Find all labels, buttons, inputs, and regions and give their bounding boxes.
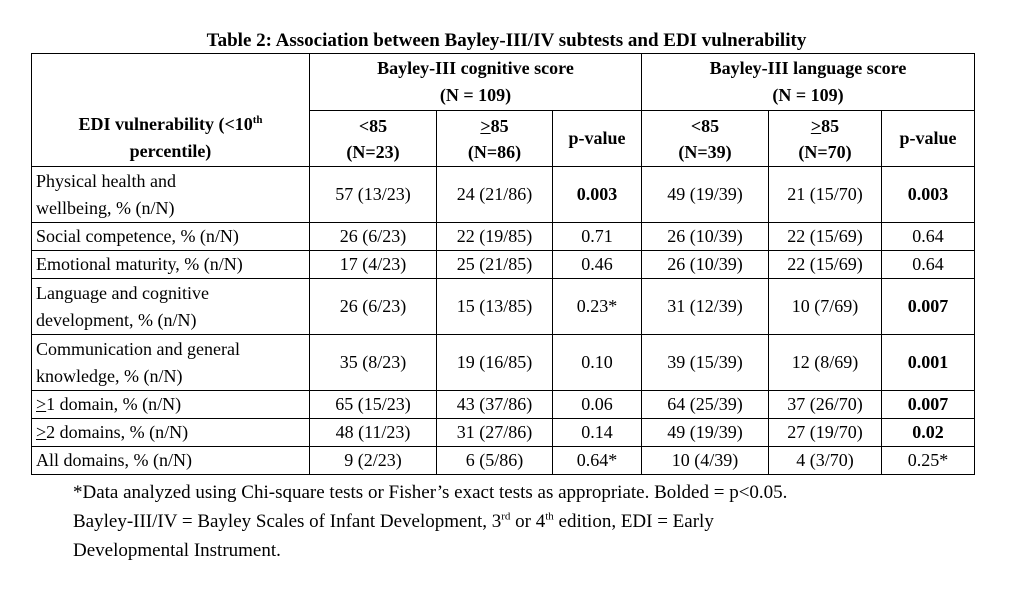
- row-label: >1 domain, % (n/N): [31, 390, 310, 419]
- cell-cog-pvalue: 0.64*: [552, 446, 642, 475]
- language-ge85-header: >85 (N=70): [768, 110, 882, 167]
- cell-lang-lt85: 26 (10/39): [641, 250, 769, 279]
- table-row: >2 domains, % (n/N) 48 (11/23) 31 (27/86…: [31, 418, 976, 447]
- cell-lang-lt85: 64 (25/39): [641, 390, 769, 419]
- association-table: EDI vulnerability (<10th percentile) Bay…: [31, 53, 976, 475]
- cell-lang-ge85: 12 (8/69): [768, 334, 882, 391]
- row-label: Physical health and wellbeing, % (n/N): [31, 166, 310, 223]
- cell-cog-ge85: 6 (5/86): [436, 446, 553, 475]
- cell-lang-lt85: 31 (12/39): [641, 278, 769, 335]
- cell-lang-pvalue: 0.007: [880, 390, 976, 419]
- cell-lang-lt85: 39 (15/39): [641, 334, 769, 391]
- edi-vulnerability-header: EDI vulnerability (<10th percentile): [31, 53, 310, 167]
- cell-cog-pvalue: 0.71: [552, 222, 642, 251]
- cell-cog-pvalue: 0.003: [552, 166, 642, 223]
- cell-cog-ge85: 25 (21/85): [436, 250, 553, 279]
- cell-lang-lt85: 49 (19/39): [641, 418, 769, 447]
- cell-lang-ge85: 27 (19/70): [768, 418, 882, 447]
- row-label: Communication and general knowledge, % (n…: [31, 334, 310, 391]
- cognitive-ge85-header: >85 (N=86): [436, 110, 553, 167]
- cell-cog-ge85: 15 (13/85): [436, 278, 553, 335]
- cell-cog-pvalue: 0.14: [552, 418, 642, 447]
- cell-cog-lt85: 26 (6/23): [309, 222, 437, 251]
- cell-cog-pvalue: 0.46: [552, 250, 642, 279]
- cell-lang-lt85: 49 (19/39): [641, 166, 769, 223]
- cell-cog-pvalue: 0.23*: [552, 278, 642, 335]
- cell-lang-pvalue: 0.003: [880, 166, 976, 223]
- table-row: Language and cognitive development, % (n/…: [31, 278, 976, 335]
- cell-cog-lt85: 26 (6/23): [309, 278, 437, 335]
- language-pvalue-header: p-value: [880, 110, 976, 167]
- cell-cog-pvalue: 0.06: [552, 390, 642, 419]
- cell-cog-lt85: 17 (4/23): [309, 250, 437, 279]
- cell-cog-lt85: 48 (11/23): [309, 418, 437, 447]
- cell-cog-ge85: 22 (19/85): [436, 222, 553, 251]
- cell-cog-lt85: 35 (8/23): [309, 334, 437, 391]
- table-row: Emotional maturity, % (n/N) 17 (4/23) 25…: [31, 250, 976, 279]
- cell-cog-ge85: 43 (37/86): [436, 390, 553, 419]
- cell-lang-pvalue: 0.64: [880, 250, 976, 279]
- row-label: >2 domains, % (n/N): [31, 418, 310, 447]
- language-lt85-header: <85 (N=39): [641, 110, 769, 167]
- cell-cog-pvalue: 0.10: [552, 334, 642, 391]
- table-row: Physical health and wellbeing, % (n/N) 57…: [31, 166, 976, 223]
- cell-lang-ge85: 4 (3/70): [768, 446, 882, 475]
- cell-cog-ge85: 19 (16/85): [436, 334, 553, 391]
- table-row: Social competence, % (n/N) 26 (6/23) 22 …: [31, 222, 976, 251]
- cell-cog-lt85: 65 (15/23): [309, 390, 437, 419]
- cell-cog-lt85: 57 (13/23): [309, 166, 437, 223]
- cell-lang-ge85: 37 (26/70): [768, 390, 882, 419]
- table-row: >1 domain, % (n/N) 65 (15/23) 43 (37/86)…: [31, 390, 976, 419]
- row-label: All domains, % (n/N): [31, 446, 310, 475]
- cell-cog-lt85: 9 (2/23): [309, 446, 437, 475]
- footnote-line-2: Bayley-III/IV = Bayley Scales of Infant …: [73, 510, 714, 532]
- cell-lang-pvalue: 0.02: [880, 418, 976, 447]
- cell-lang-ge85: 22 (15/69): [768, 222, 882, 251]
- table-title: Table 2: Association between Bayley-III/…: [206, 30, 807, 51]
- cell-lang-pvalue: 0.25*: [880, 446, 976, 475]
- cell-lang-ge85: 21 (15/70): [768, 166, 882, 223]
- cognitive-pvalue-header: p-value: [552, 110, 642, 167]
- table-row: Communication and general knowledge, % (n…: [31, 334, 976, 391]
- cell-lang-ge85: 22 (15/69): [768, 250, 882, 279]
- row-label: Emotional maturity, % (n/N): [31, 250, 310, 279]
- footnote-line-3: Developmental Instrument.: [73, 540, 281, 561]
- cell-lang-pvalue: 0.007: [880, 278, 976, 335]
- row-label: Social competence, % (n/N): [31, 222, 310, 251]
- cell-lang-lt85: 26 (10/39): [641, 222, 769, 251]
- cognitive-lt85-header: <85 (N=23): [309, 110, 437, 167]
- cognitive-score-group-header: Bayley-III cognitive score (N = 109): [309, 53, 642, 111]
- table-footnote: *Data analyzed using Chi-square tests or…: [73, 478, 973, 565]
- cell-lang-pvalue: 0.64: [880, 222, 976, 251]
- cell-cog-ge85: 31 (27/86): [436, 418, 553, 447]
- language-score-group-header: Bayley-III language score (N = 109): [640, 53, 976, 111]
- cell-cog-ge85: 24 (21/86): [436, 166, 553, 223]
- cell-lang-lt85: 10 (4/39): [641, 446, 769, 475]
- row-label: Language and cognitive development, % (n/…: [31, 278, 310, 335]
- cell-lang-ge85: 10 (7/69): [768, 278, 882, 335]
- table-row: All domains, % (n/N) 9 (2/23) 6 (5/86) 0…: [31, 446, 976, 475]
- footnote-line-1: *Data analyzed using Chi-square tests or…: [73, 482, 788, 503]
- cell-lang-pvalue: 0.001: [880, 334, 976, 391]
